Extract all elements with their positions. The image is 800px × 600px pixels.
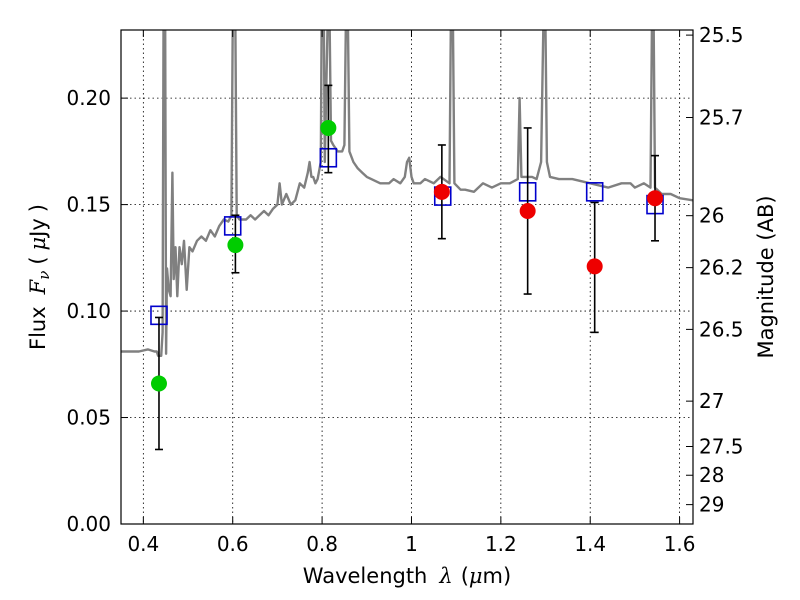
- x-tick-label: 1.6: [664, 532, 696, 556]
- plot-frame: [120, 29, 694, 525]
- magnitude-tick-label: 26: [699, 204, 724, 228]
- y-tick-label: 0.15: [66, 193, 111, 217]
- model-photometry-square: [585, 182, 604, 202]
- observed-point: [227, 237, 244, 254]
- magnitude-tick-label: 25.5: [699, 23, 744, 47]
- x-tick-label: 1.4: [574, 532, 606, 556]
- observed-point: [150, 375, 167, 392]
- observed-point: [433, 183, 450, 200]
- x-tick-label: 0.4: [127, 532, 159, 556]
- magnitude-tick-label: 26.2: [699, 256, 744, 280]
- grid: [121, 30, 693, 525]
- magnitude-axis-label: Magnitude (AB): [754, 195, 778, 358]
- magnitude-tick-label: 28: [699, 463, 724, 487]
- magnitude-tick-label: 25.7: [699, 106, 744, 130]
- magnitude-tick-label: 26.5: [699, 317, 744, 341]
- y-tick-label: 0.10: [66, 299, 111, 323]
- axis-ticks: 0.4 0.6 0.8 1 1.2 1.4 1.6 0.00 0.05 0.10 0.15 0.20 2…: [66, 23, 743, 556]
- y-axis-label: FluxFν(μJy): [26, 204, 53, 350]
- model-photometry-square: [223, 216, 242, 236]
- observed-point: [586, 258, 603, 275]
- model-spectrum-line: [121, 30, 693, 357]
- x-tick-label: 1.2: [485, 532, 517, 556]
- x-tick-label: 0.6: [217, 532, 249, 556]
- x-tick-label: 1: [405, 532, 418, 556]
- y-tick-label: 0.00: [66, 512, 111, 536]
- y-tick-label: 0.20: [66, 86, 111, 110]
- magnitude-tick-label: 29: [699, 493, 724, 517]
- observed-point: [647, 190, 664, 207]
- y-tick-label: 0.05: [66, 406, 111, 430]
- observed-point: [320, 119, 337, 136]
- x-tick-label: 0.8: [306, 532, 338, 556]
- observed-point: [519, 202, 536, 219]
- data-area: [121, 30, 693, 451]
- x-axis-label: Wavelength λ (μm): [303, 564, 511, 588]
- magnitude-tick-label: 27.5: [699, 434, 744, 458]
- magnitude-tick-label: 27: [699, 389, 724, 413]
